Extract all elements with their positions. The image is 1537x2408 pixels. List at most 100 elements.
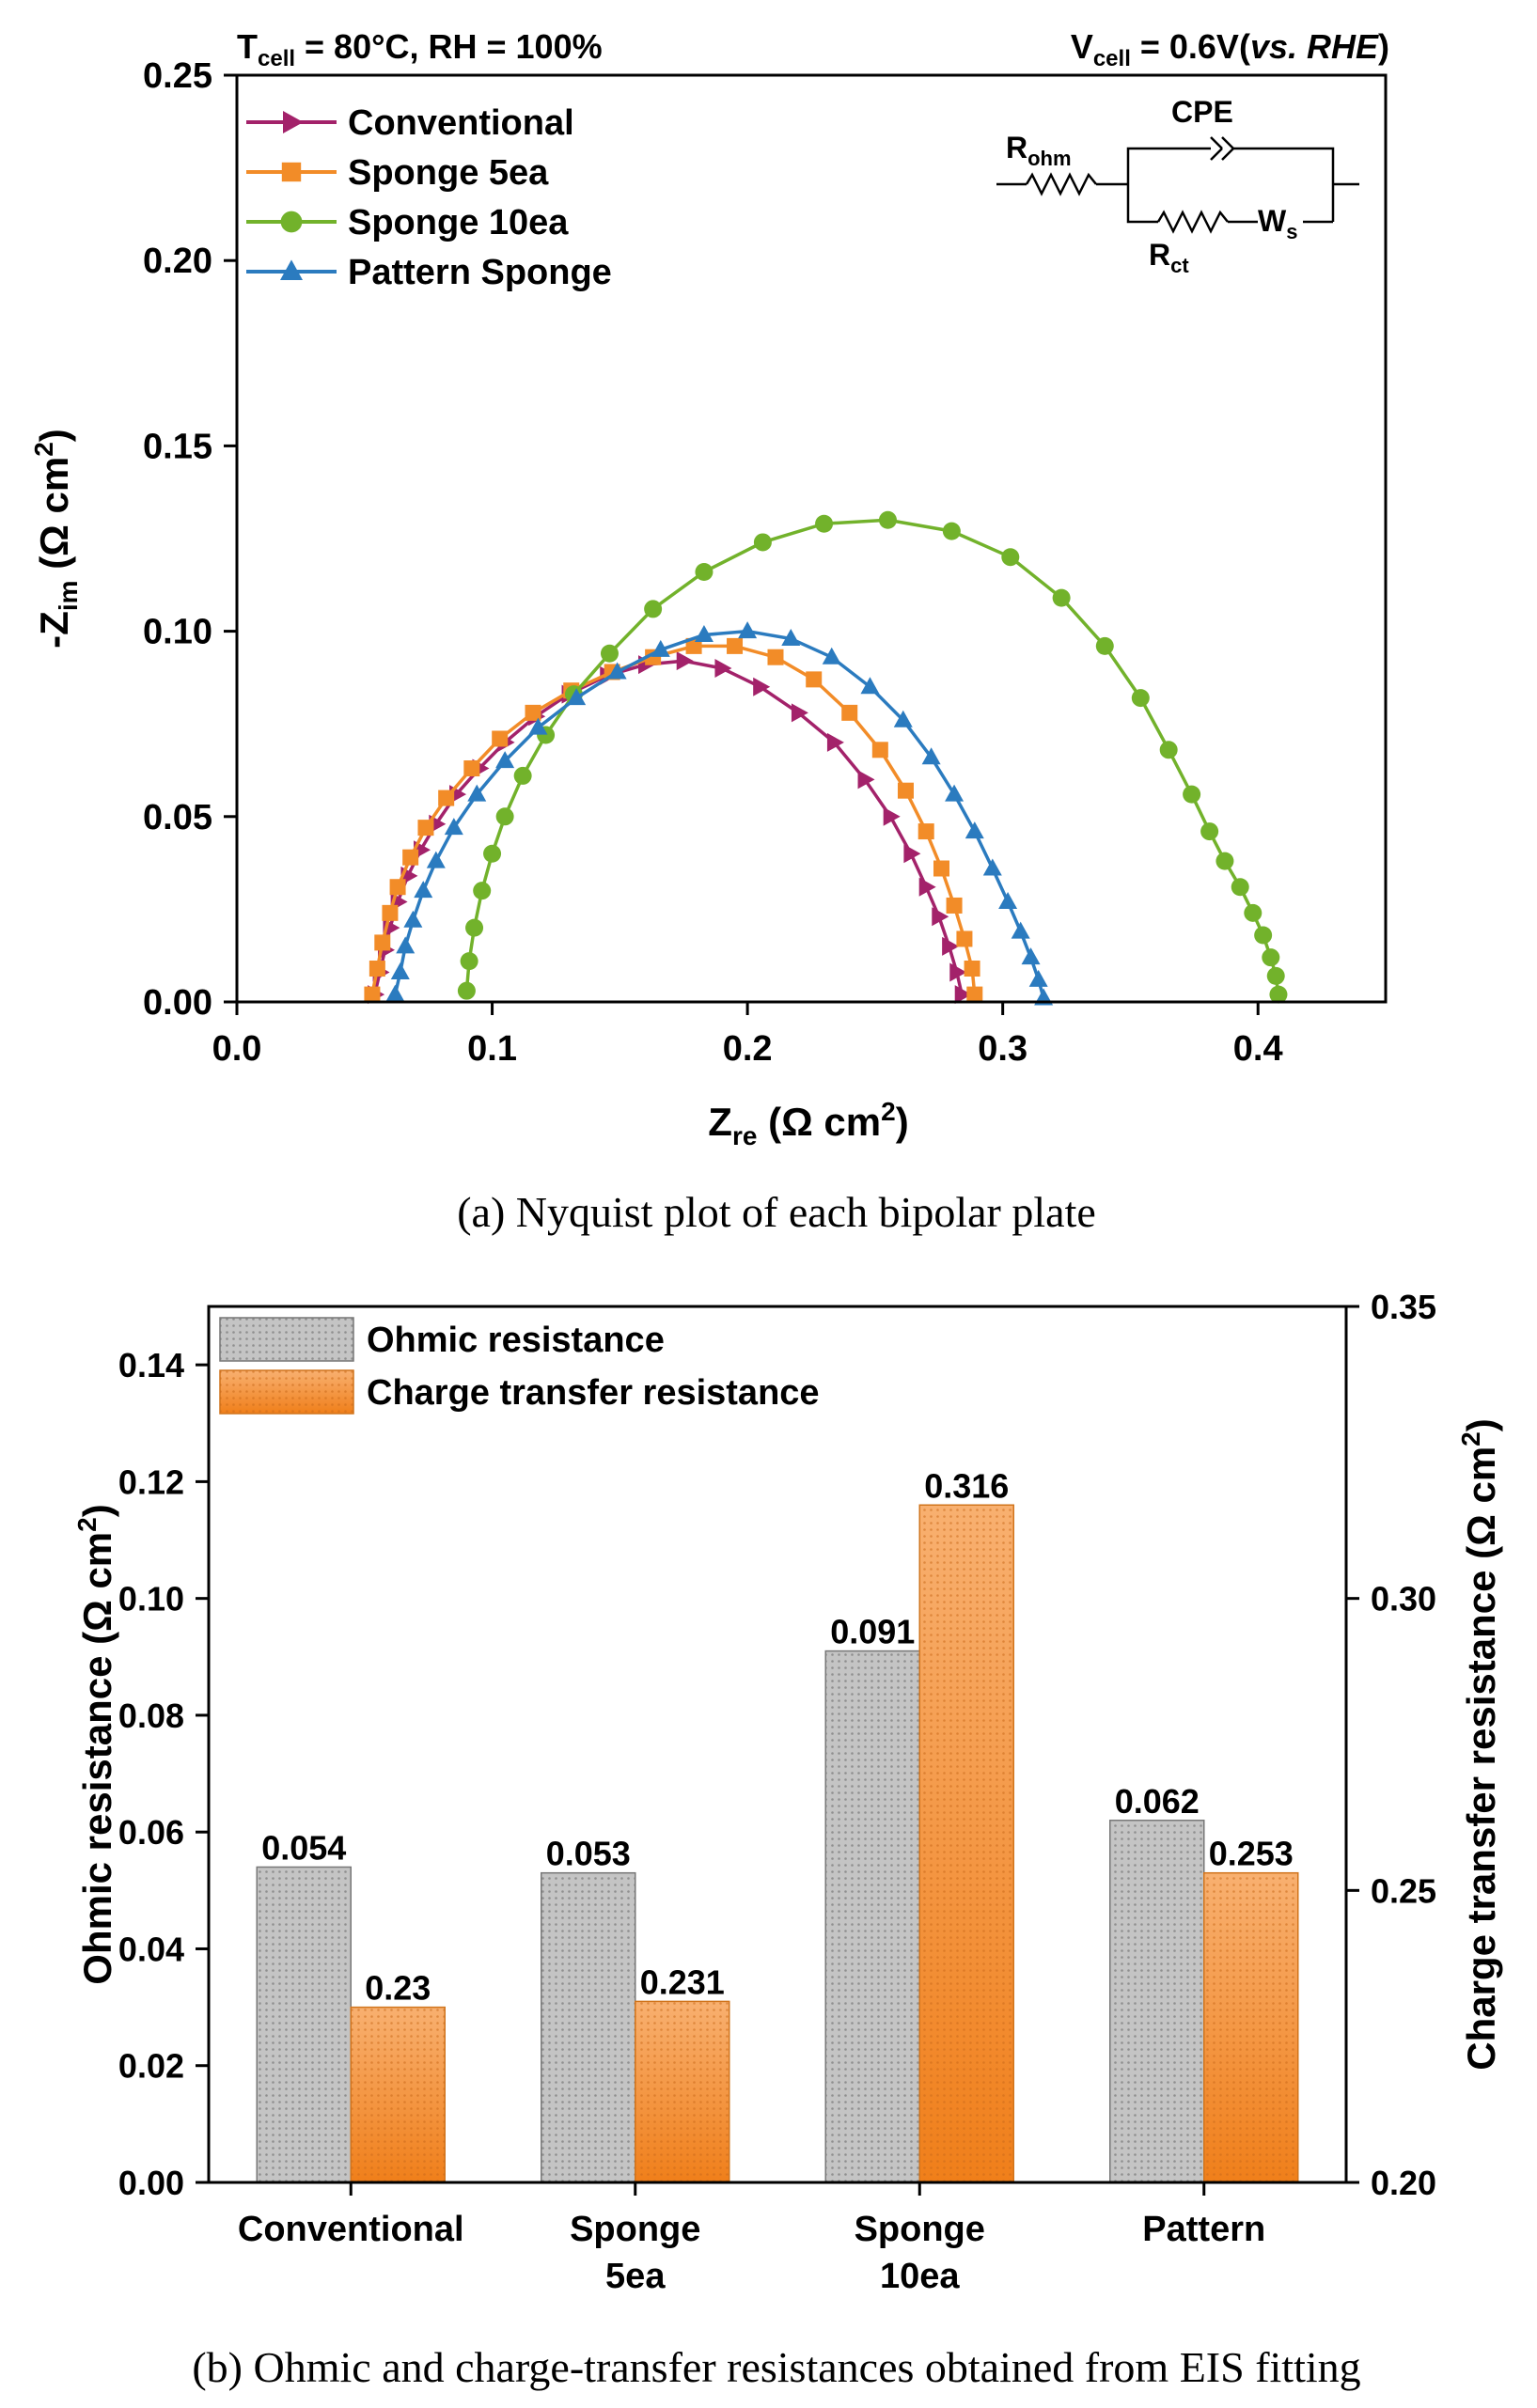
data-point — [1254, 926, 1273, 945]
legend-label: Ohmic resistance — [367, 1321, 665, 1360]
data-point — [826, 732, 844, 752]
bar-charge-transfer-texture — [635, 2001, 729, 2182]
data-point — [1231, 878, 1249, 897]
data-point — [982, 858, 1002, 876]
nyquist-x-axis-title: Zre (Ω cm2) — [708, 1097, 908, 1150]
data-point — [382, 904, 399, 921]
data-point — [841, 704, 858, 721]
data-point — [651, 639, 670, 657]
left-y-tick-label: 0.14 — [118, 1346, 184, 1384]
circuit-label-cpe: CPE — [1171, 95, 1233, 129]
bar-value-label: 0.062 — [1115, 1782, 1200, 1821]
legend-item-conventional: Conventional — [246, 103, 574, 143]
data-point — [965, 821, 984, 839]
data-point — [949, 962, 967, 982]
nyquist-legend: Conventional Sponge 5ea Sponge 10ea Pattern… — [246, 103, 612, 292]
data-point — [942, 936, 960, 956]
data-point — [463, 760, 480, 777]
data-point — [738, 621, 758, 639]
bar-charge-transfer-texture — [919, 1505, 1014, 2182]
legend-swatch — [219, 1317, 354, 1362]
data-point — [1131, 689, 1150, 708]
data-point — [954, 985, 972, 1005]
legend-item-pattern-sponge: Pattern Sponge — [246, 253, 612, 292]
data-point — [513, 766, 532, 785]
data-point — [966, 986, 983, 1003]
y-tick-label: 0.10 — [143, 613, 212, 652]
legend-item-ohmic: Ohmic resistance — [219, 1317, 665, 1362]
data-point — [426, 851, 446, 868]
legend-item-charge-transfer: Charge transfer resistance — [219, 1369, 820, 1415]
nyquist-axis-ticks: 0.0 0.1 0.2 0.3 0.4 0.00 0.05 0.10 0.15 0.20 0.25 — [143, 56, 1283, 1069]
data-point — [389, 879, 406, 896]
legend-label: Sponge 5ea — [348, 153, 549, 193]
data-point — [1183, 785, 1201, 804]
equivalent-circuit-inset — [996, 136, 1359, 234]
data-point — [1200, 822, 1219, 841]
circuit-branch-bottom — [1126, 184, 1158, 224]
data-point — [473, 882, 492, 900]
circuit-resistor-ct — [1156, 210, 1229, 234]
data-point — [414, 881, 433, 899]
bar-ohmic: 0.062 — [1109, 1782, 1205, 2183]
legend-label: Conventional — [348, 103, 574, 143]
data-point — [444, 818, 463, 836]
left-y-tick-label: 0.06 — [118, 1813, 184, 1852]
bar-axis-ticks: 0.00 0.02 0.04 0.06 0.08 0.10 0.12 0.14 0.20 0.25… — [118, 1288, 1436, 2296]
data-point — [1244, 903, 1263, 922]
y-tick-label: 0.15 — [143, 427, 212, 466]
y-tick-label: 0.00 — [143, 983, 212, 1023]
bar-charge-transfer: 0.316 — [918, 1466, 1014, 2183]
data-point — [417, 820, 434, 837]
y-tick-label: 0.20 — [143, 242, 212, 281]
data-point — [438, 790, 455, 806]
data-point — [460, 952, 478, 971]
bar-ohmic: 0.054 — [256, 1828, 352, 2183]
legend-label: Sponge 10ea — [348, 203, 569, 242]
data-point — [695, 562, 714, 581]
data-point — [822, 647, 841, 665]
data-point — [946, 897, 963, 914]
circuit-branch-top-right — [1233, 147, 1335, 184]
data-point — [676, 651, 694, 671]
series-line-pattern-sponge — [393, 629, 1045, 999]
data-point — [1095, 636, 1114, 655]
bar-value-label: 0.253 — [1209, 1835, 1294, 1873]
legend-marker — [280, 259, 303, 280]
left-y-tick-label: 0.12 — [118, 1462, 184, 1501]
nyquist-y-axis-title: -Zim (Ω cm2) — [29, 429, 83, 649]
data-point — [897, 782, 914, 799]
left-y-tick-label: 0.10 — [118, 1580, 184, 1618]
data-point — [694, 625, 714, 643]
bar-plot-frame — [207, 1305, 1348, 2184]
circuit-cpe-plate-2 — [1221, 136, 1234, 149]
data-point — [1011, 921, 1030, 939]
legend-marker — [281, 162, 302, 182]
data-point — [607, 662, 627, 680]
bar-value-label: 0.091 — [830, 1613, 915, 1651]
left-y-tick-label: 0.00 — [118, 2164, 184, 2202]
data-point — [1052, 588, 1071, 607]
data-point — [791, 703, 808, 723]
data-point — [1269, 985, 1288, 1004]
nyquist-plot: Tcell = 80°C, RH = 100% Vcell = 0.6V(vs.… — [29, 27, 1389, 1236]
bar-caption: (b) Ohmic and charge-transfer resistance… — [192, 2343, 1360, 2391]
legend-marker — [280, 211, 303, 233]
series-pattern-sponge — [385, 621, 1054, 1006]
data-point — [495, 807, 514, 826]
data-point — [385, 984, 405, 1002]
data-point — [945, 784, 965, 802]
data-point — [492, 730, 509, 747]
data-point — [1159, 741, 1178, 759]
category-label: Sponge — [570, 2210, 700, 2249]
legend-label: Charge transfer resistance — [367, 1373, 820, 1413]
category-label: Conventional — [238, 2210, 464, 2249]
data-point — [917, 823, 934, 840]
bar-charge-transfer: 0.231 — [635, 1962, 730, 2183]
x-tick-label: 0.2 — [723, 1029, 773, 1069]
data-point — [465, 918, 484, 937]
data-point — [1262, 948, 1280, 967]
bar-ohmic-fill — [1109, 1820, 1205, 2183]
data-point — [1215, 852, 1234, 870]
